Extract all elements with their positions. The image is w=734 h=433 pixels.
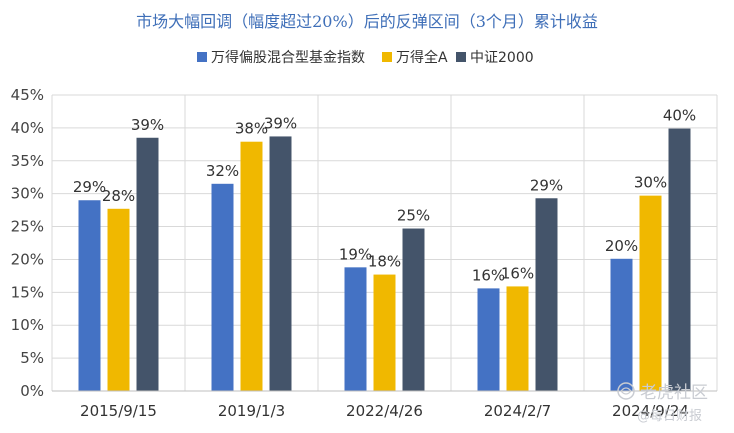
data-label: 16% xyxy=(501,264,534,282)
y-tick-label: 45% xyxy=(11,86,44,104)
legend-swatch xyxy=(456,52,466,62)
y-tick-label: 20% xyxy=(11,250,44,268)
bar xyxy=(506,286,529,391)
legend-label: 万得偏股混合型基金指数 xyxy=(211,49,365,66)
bar xyxy=(639,195,662,391)
bar xyxy=(610,258,633,391)
bar xyxy=(211,183,234,391)
data-label: 38% xyxy=(235,120,268,138)
y-tick-label: 10% xyxy=(11,316,44,334)
legend: 万得偏股混合型基金指数 万得全A 中证2000 xyxy=(197,49,534,66)
bar xyxy=(477,288,500,391)
bar xyxy=(269,136,292,391)
y-axis: 0% 5% 10% 15% 20% 25% 30% 35% 40% 45% xyxy=(11,86,44,400)
bar xyxy=(668,128,691,391)
y-tick-label: 0% xyxy=(20,382,44,400)
data-label: 30% xyxy=(634,174,667,192)
bars xyxy=(78,128,691,391)
x-tick-label: 2022/4/26 xyxy=(346,402,423,420)
y-tick-label: 5% xyxy=(20,349,44,367)
data-label: 18% xyxy=(368,253,401,271)
x-axis: 2015/9/15 2019/1/3 2022/4/26 2024/2/7 2024/9… xyxy=(52,390,717,420)
x-tick-label: 2024/9/24 xyxy=(612,402,689,420)
data-label: 32% xyxy=(206,162,239,180)
data-label: 20% xyxy=(605,237,638,255)
watermark-text: 老虎社区 xyxy=(640,383,708,403)
bar xyxy=(136,137,159,391)
x-tick-label: 2019/1/3 xyxy=(218,402,285,420)
legend-label: 中证2000 xyxy=(470,50,534,66)
bar xyxy=(344,267,367,391)
data-label: 19% xyxy=(339,245,372,263)
tiger-logo-icon xyxy=(617,382,635,400)
bar xyxy=(373,274,396,391)
chart-title: 市场大幅回调（幅度超过20%）后的反弹区间（3个月）累计收益 xyxy=(136,12,598,31)
y-tick-label: 40% xyxy=(11,119,44,137)
legend-swatch xyxy=(197,52,207,62)
y-tick-label: 25% xyxy=(11,218,44,236)
x-tick-label: 2015/9/15 xyxy=(80,402,157,420)
x-tick-label: 2024/2/7 xyxy=(484,402,551,420)
watermark: 老虎社区 @每日财报 xyxy=(617,382,708,424)
data-label: 28% xyxy=(102,187,135,205)
bar xyxy=(402,228,425,391)
bar xyxy=(107,208,130,391)
data-labels: 29%28%39%32%38%39%19%18%25%16%16%29%20%3… xyxy=(73,107,696,285)
data-label: 16% xyxy=(472,266,505,284)
data-label: 39% xyxy=(264,114,297,132)
data-label: 40% xyxy=(663,107,696,125)
watermark-subtext: @每日财报 xyxy=(637,408,702,424)
data-label: 29% xyxy=(530,176,563,194)
legend-label: 万得全A xyxy=(396,49,448,66)
bar xyxy=(78,200,101,391)
y-tick-label: 35% xyxy=(11,152,44,170)
y-tick-label: 30% xyxy=(11,185,44,203)
bar xyxy=(240,141,263,391)
y-tick-label: 15% xyxy=(11,283,44,301)
bar xyxy=(535,198,558,391)
data-label: 25% xyxy=(397,207,430,225)
data-label: 29% xyxy=(73,178,106,196)
legend-swatch xyxy=(382,52,392,62)
data-label: 39% xyxy=(131,116,164,134)
grid xyxy=(51,94,718,392)
